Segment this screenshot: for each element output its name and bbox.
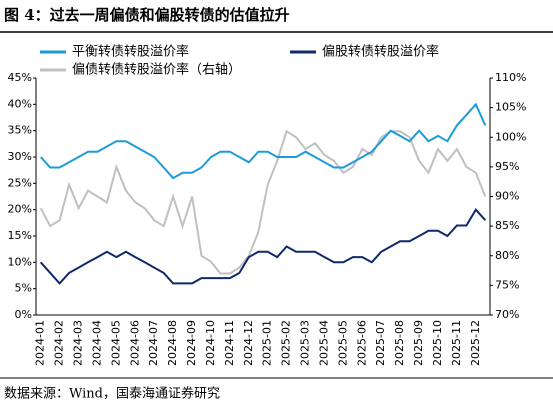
- x-tick-label: 2024-09: [185, 320, 198, 366]
- y2-tick-label: 90%: [495, 190, 519, 203]
- legend-label: 平衡转债转股溢价率: [72, 44, 189, 60]
- x-tick-label: 2025-01: [261, 320, 274, 366]
- y2-tick-label: 75%: [495, 278, 519, 291]
- series-line: [39, 208, 487, 285]
- x-tick-label: 2025-08: [393, 320, 406, 366]
- x-tick-label: 2025-09: [412, 320, 425, 366]
- x-tick-label: 2025-05: [336, 320, 349, 366]
- x-tick-label: 2024-08: [166, 320, 179, 366]
- y2-tick-label: 85%: [495, 219, 519, 232]
- y-tick-label: 10%: [8, 255, 32, 268]
- x-tick-label: 2024-07: [147, 320, 160, 366]
- x-tick-label: 2024-11: [223, 320, 236, 366]
- x-tick-label: 2024-02: [53, 320, 66, 366]
- x-tick-label: 2024-12: [242, 320, 255, 366]
- x-tick-label: 2024-06: [128, 320, 141, 366]
- x-tick-label: 2025-04: [317, 320, 330, 366]
- chart-title: 图 4：过去一周偏债和偏股转债的估值拉升: [4, 6, 290, 24]
- y-tick-label: 25%: [8, 176, 32, 189]
- x-tick-label: 2024-04: [90, 320, 103, 366]
- x-tick-label: 2025-03: [299, 320, 312, 366]
- y-tick-label: 5%: [15, 282, 32, 295]
- x-tick-label: 2025-06: [355, 320, 368, 366]
- x-tick-label: 2024-05: [109, 320, 122, 366]
- x-tick-label: 2025-10: [431, 320, 444, 366]
- x-tick-label: 2024-10: [204, 320, 217, 366]
- y-tick-label: 30%: [8, 150, 32, 163]
- x-tick-label: 2024-01: [34, 320, 47, 366]
- x-tick-label: 2025-02: [280, 320, 293, 366]
- x-tick-label: 2025-07: [374, 320, 387, 366]
- y2-tick-label: 110%: [495, 71, 526, 84]
- legend-label: 偏债转债转股溢价率（右轴）: [72, 62, 241, 78]
- y2-tick-label: 70%: [495, 308, 519, 321]
- x-tick-label: 2024-03: [72, 320, 85, 366]
- series-line: [39, 102, 487, 180]
- y2-tick-label: 105%: [495, 101, 526, 114]
- source: 数据来源：Wind，国泰海通证券研究: [4, 386, 220, 402]
- y-tick-label: 20%: [8, 203, 32, 216]
- y-tick-label: 40%: [8, 97, 32, 110]
- x-tick-label: 2025-12: [469, 320, 482, 366]
- y-tick-label: 0%: [15, 308, 32, 321]
- y-tick-label: 45%: [8, 71, 32, 84]
- y-tick-label: 15%: [8, 229, 32, 242]
- y2-tick-label: 80%: [495, 249, 519, 262]
- legend-label: 偏股转债转股溢价率: [322, 44, 439, 60]
- y-tick-label: 35%: [8, 124, 32, 137]
- y2-tick-label: 100%: [495, 130, 526, 143]
- y2-tick-label: 95%: [495, 160, 519, 173]
- series-line: [39, 129, 487, 275]
- x-tick-label: 2025-11: [450, 320, 463, 366]
